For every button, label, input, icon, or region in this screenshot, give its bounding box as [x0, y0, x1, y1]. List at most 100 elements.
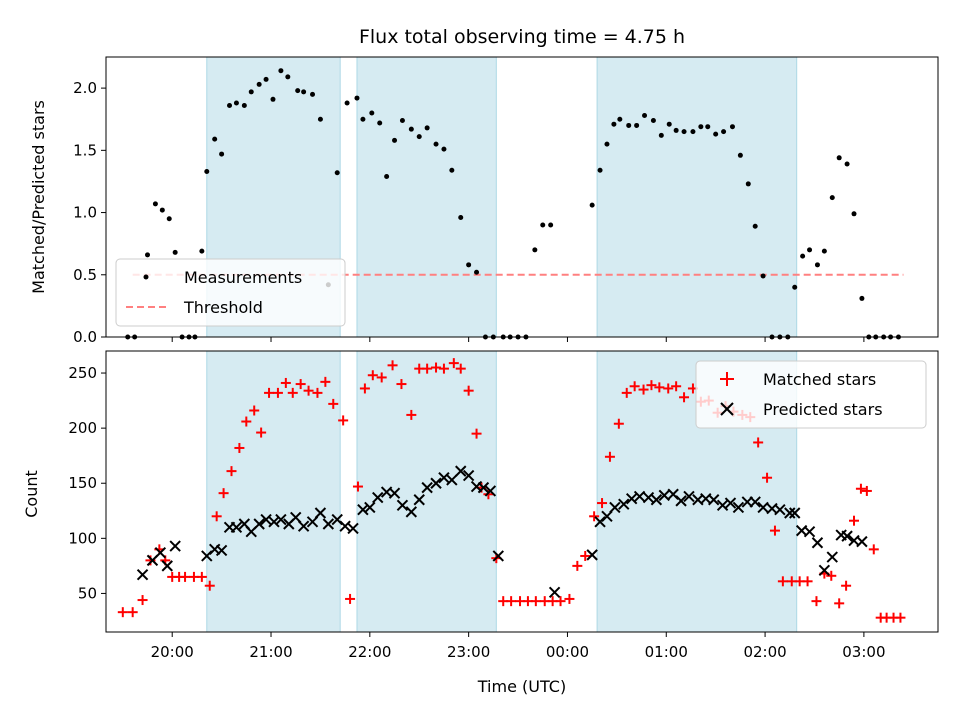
predicted-star-point — [707, 494, 720, 506]
matched-star-point — [376, 372, 387, 383]
matched-star-point — [345, 593, 356, 604]
measurement-point — [673, 127, 679, 133]
measurement-point — [199, 248, 205, 254]
predicted-star-point — [803, 526, 816, 538]
predicted-star-point — [290, 511, 302, 524]
matched-star-point — [471, 428, 482, 439]
matched-star-point — [117, 607, 128, 618]
predicted-star-point — [314, 507, 327, 519]
predicted-star-point — [136, 568, 149, 581]
matched-star-point — [849, 515, 860, 526]
bottom-panel: 50 100 150 200 250 20:00 21:00 22:00 23:00 00:00 0… — [68, 350, 939, 661]
measurement-point — [248, 89, 254, 95]
matched-star-point — [638, 384, 649, 395]
measurement-point — [548, 222, 554, 228]
predicted-star-point — [601, 510, 613, 523]
predicted-star-point — [484, 485, 497, 497]
predicted-star-point — [230, 521, 243, 534]
measurement-point — [705, 124, 711, 130]
predicted-star-point — [169, 540, 181, 552]
matched-star-point — [422, 363, 433, 374]
matched-star-point — [679, 392, 690, 403]
measurement-point — [441, 146, 447, 152]
matched-star-point — [396, 379, 407, 390]
predicted-star-point — [774, 503, 786, 516]
matched-star-point — [218, 488, 229, 499]
measurement-point — [626, 122, 632, 128]
matched-star-point — [226, 466, 237, 477]
top-panel: 0.0 0.5 1.0 1.5 2.0 Measurements Threshold — [73, 56, 939, 346]
measurement-point — [241, 103, 247, 109]
matched-star-point — [572, 560, 583, 571]
matched-star-point — [753, 437, 764, 448]
matched-star-point — [895, 612, 906, 623]
matched-star-point — [621, 387, 632, 398]
matched-star-point — [367, 370, 378, 381]
matched-star-point — [654, 382, 665, 393]
measurement-point — [285, 74, 291, 80]
matched-star-point — [264, 387, 275, 398]
x-tick-label: 03:00 — [842, 643, 885, 661]
measurement-point — [844, 161, 850, 167]
measurement-point — [690, 129, 696, 135]
predicted-star-point — [826, 551, 838, 563]
predicted-star-point — [749, 496, 761, 508]
matched-star-point — [861, 485, 872, 496]
matched-star-point — [811, 596, 822, 607]
measurement-point — [408, 126, 414, 132]
x-tick-label: 00:00 — [546, 643, 589, 661]
top-y-tick-label: 1.5 — [73, 141, 97, 159]
measurement-point — [634, 122, 640, 128]
top-axis-ticks: 0.0 0.5 1.0 1.5 2.0 — [73, 79, 865, 346]
matched-star-point — [506, 596, 517, 607]
top-y-axis-label: Matched/Predicted stars — [29, 100, 48, 294]
matched-star-point — [589, 511, 600, 522]
top-y-tick-label: 2.0 — [73, 79, 97, 97]
predicted-star-point — [405, 506, 418, 518]
matched-star-point — [211, 511, 222, 522]
matched-star-point — [597, 498, 608, 509]
legend-predicted-label: Predicted stars — [763, 400, 883, 419]
measurement-point — [152, 201, 158, 207]
matched-star-point — [663, 383, 674, 394]
measurement-point — [449, 167, 455, 173]
bottom-y-tick-label: 200 — [68, 419, 97, 437]
measurement-point — [474, 269, 480, 275]
predicted-star-point — [724, 497, 737, 509]
matched-star-point — [671, 381, 682, 392]
matched-star-point — [295, 379, 306, 390]
measurement-point — [821, 248, 827, 254]
predicted-star-point — [421, 481, 433, 494]
measurement-point — [354, 95, 360, 101]
measurement-point — [792, 284, 798, 290]
measurement-point — [540, 222, 546, 228]
measurement-point — [424, 125, 430, 131]
measurement-point — [745, 181, 751, 187]
predicted-star-point — [357, 503, 369, 516]
predicted-star-point — [339, 520, 351, 532]
matched-star-point — [241, 416, 252, 427]
matched-star-point — [234, 442, 245, 453]
top-legend-box — [115, 258, 346, 327]
matched-star-point — [530, 596, 541, 607]
measurement-point — [172, 249, 178, 255]
measurement-point — [829, 195, 835, 201]
matched-star-point — [280, 377, 291, 388]
measurement-point — [256, 81, 262, 87]
predicted-star-point — [650, 494, 663, 506]
top-y-tick-label: 0.5 — [73, 266, 97, 284]
matched-star-point — [320, 376, 331, 387]
predicted-star-point — [438, 472, 450, 484]
measurement-point — [145, 252, 151, 258]
bottom-y-tick-label: 50 — [78, 584, 97, 602]
matched-star-point — [762, 472, 773, 483]
predicted-star-point — [430, 477, 442, 489]
predicted-star-point — [841, 530, 853, 542]
matched-star-point — [438, 363, 449, 374]
matched-star-point — [613, 418, 624, 429]
predicted-star-point — [322, 518, 335, 530]
measurement-point — [334, 170, 340, 176]
predicted-star-point — [462, 469, 475, 482]
top-observing-span-1 — [356, 56, 497, 338]
measurement-point — [466, 262, 472, 268]
